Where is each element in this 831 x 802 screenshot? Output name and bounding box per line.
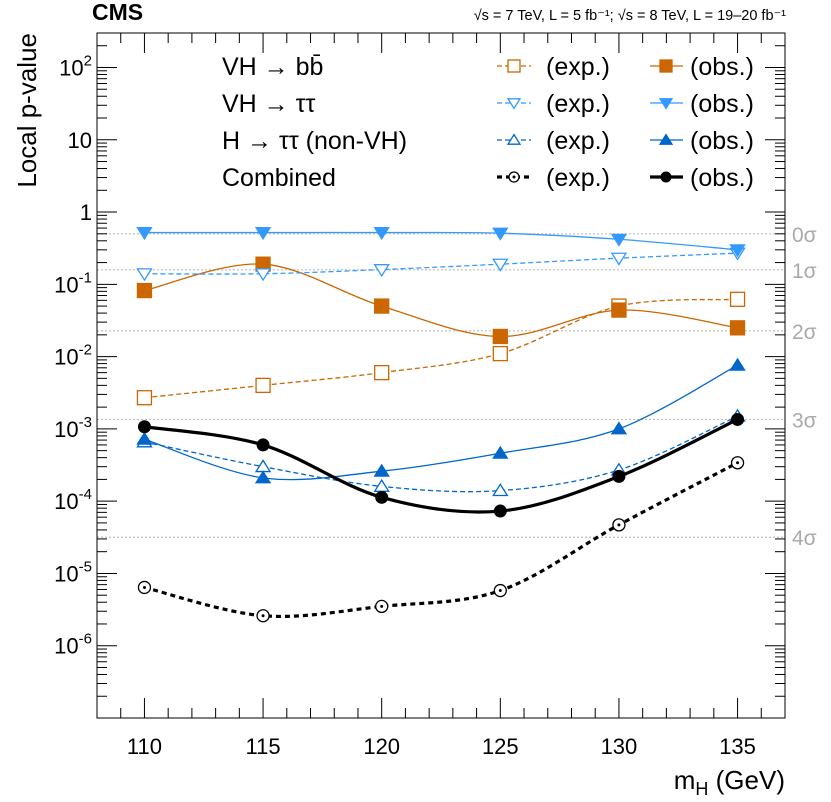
series-1-point-5 (731, 321, 745, 335)
legend-label-2: H → ττ (non-VH) (222, 127, 407, 155)
series-7-point-0 (138, 421, 150, 433)
legend-obs-text-3: (obs.) (690, 164, 754, 192)
sigma-label-4: 4σ (792, 527, 817, 550)
series-0-point-1 (256, 378, 270, 392)
x-tick-label-4: 130 (601, 734, 638, 759)
energy-lumi-label: √s = 7 TeV, L = 5 fb⁻¹; √s = 8 TeV, L = … (474, 8, 786, 24)
sigma-label-0: 0σ (792, 224, 817, 247)
series-7-point-4 (613, 470, 625, 482)
y-tick-label-7: 10 (68, 128, 92, 153)
y-tick-label-6: 1 (80, 200, 92, 225)
y-tick-base: 10 (54, 345, 78, 370)
x-axis-label: mH (GeV) (674, 765, 785, 799)
series-0-point-0 (137, 391, 151, 405)
series-0-point-5 (731, 292, 745, 306)
series-1-point-2 (375, 299, 389, 313)
series-6-point-0-dot (143, 586, 146, 589)
legend-exp-text-1: (exp.) (546, 90, 610, 118)
x-tick-label-0: 110 (127, 734, 162, 759)
legend-exp-text-3: (exp.) (546, 164, 610, 192)
legend-exp-text-2: (exp.) (546, 127, 610, 155)
series-1-point-3 (493, 329, 507, 343)
series-7-point-5 (732, 413, 744, 425)
series-7-point-2 (376, 491, 388, 503)
legend-exp-marker-0 (508, 60, 520, 72)
legend-exp-marker-3-dot (513, 176, 516, 179)
legend-label-3: Combined (222, 164, 336, 192)
y-tick-exp: -5 (79, 558, 92, 575)
legend-label-0: VH → bb̄ (222, 53, 323, 81)
x-tick-label-3: 125 (482, 734, 519, 759)
legend-obs-marker-0 (660, 60, 672, 72)
sigma-label-2: 2σ (792, 321, 817, 344)
series-0-point-2 (375, 366, 389, 380)
legend-exp-text-0: (exp.) (546, 53, 610, 81)
series-6-point-5-dot (736, 461, 739, 464)
series-1-point-0 (137, 284, 151, 298)
x-axis-label-unit: (GeV) (708, 765, 785, 795)
sigma-label-1: 1σ (792, 260, 817, 283)
series-1-point-4 (612, 303, 626, 317)
cms-label: CMS (92, 0, 143, 25)
y-tick-exp: -1 (79, 269, 92, 286)
y-tick-base: 10 (54, 634, 78, 659)
series-7-point-3 (494, 505, 506, 517)
series-0-point-3 (493, 347, 507, 361)
y-tick-exp: -4 (79, 486, 92, 503)
y-tick-base: 10 (54, 489, 78, 514)
series-6-point-2-dot (380, 605, 383, 608)
series-6-point-1-dot (262, 614, 265, 617)
legend-obs-marker-3 (661, 172, 671, 182)
sigma-label-3: 3σ (792, 409, 817, 432)
y-tick-base: 10 (59, 55, 83, 80)
series-6-point-3-dot (499, 589, 502, 592)
svg-text:mH (GeV): mH (GeV) (674, 765, 785, 799)
y-tick-base: 10 (54, 561, 78, 586)
y-tick-exp: -2 (79, 342, 92, 359)
y-tick-exp: -6 (79, 631, 92, 648)
x-tick-label-1: 115 (246, 734, 281, 759)
y-tick-base: 10 (54, 417, 78, 442)
y-tick-exp: 2 (84, 52, 92, 69)
x-axis-label-sub: H (695, 779, 708, 799)
legend-obs-text-0: (obs.) (690, 53, 754, 81)
series-6-point-4-dot (617, 523, 620, 526)
x-tick-label-5: 135 (719, 734, 756, 759)
y-tick-exp: -3 (79, 414, 92, 431)
legend-label-1: VH → ττ (222, 90, 315, 118)
series-7-point-1 (257, 439, 269, 451)
x-tick-label-2: 120 (363, 734, 400, 759)
legend-obs-text-1: (obs.) (690, 90, 754, 118)
y-tick-base: 10 (54, 272, 78, 297)
y-axis-label: Local p-value (12, 33, 42, 188)
legend-obs-text-2: (obs.) (690, 127, 754, 155)
x-axis-label-m: m (674, 765, 696, 795)
